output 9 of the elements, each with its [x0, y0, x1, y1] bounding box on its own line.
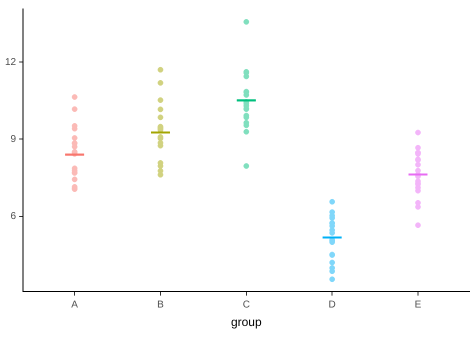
y-tick-label: 6 — [10, 211, 17, 222]
x-axis-title: group — [230, 315, 262, 330]
x-tick-label: C — [242, 299, 250, 310]
x-tick-label: B — [157, 299, 164, 310]
y-tick-label: 9 — [10, 134, 17, 145]
x-tick-label: E — [414, 299, 422, 310]
y-tick-label: 12 — [5, 56, 17, 68]
x-tick-label: A — [71, 299, 78, 310]
x-tick-label: D — [328, 299, 336, 310]
